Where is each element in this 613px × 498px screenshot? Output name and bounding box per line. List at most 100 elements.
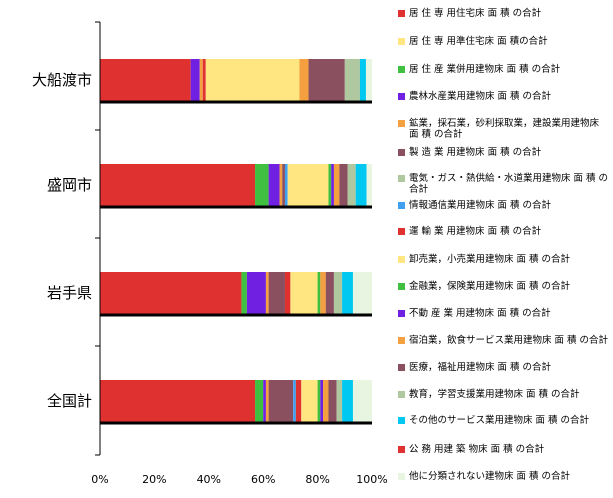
legend-swatch [398,120,405,127]
legend-swatch [398,337,405,344]
bar-segment [317,272,321,314]
bar-segment [317,380,321,422]
legend-label: 医療，福祉用建物床 面 積 の合計 [409,362,552,373]
bar-segment [352,380,372,422]
legend-swatch [398,202,405,209]
legend-item: 公 務 用建 築 物床 面 積 の合計 [398,444,610,455]
legend-item: 居 住 専 用住宅床 面 積 の合計 [398,8,610,19]
legend-swatch [398,283,405,290]
bar-segment [284,164,288,206]
legend-swatch [398,446,405,453]
legend-item: 運 輸 業 用建物床 面 積 の合計 [398,226,610,237]
legend-label: 運 輸 業 用建物床 面 積 の合計 [409,226,542,237]
category-label: 岩手県 [47,284,92,302]
legend-item: 卸売業，小売業用建物床 面 積 の合計 [398,254,610,265]
bar-segment [268,272,285,314]
legend-swatch [398,10,405,17]
bar-segment [293,380,296,422]
legend-item: 居 住 産 業併用建物床 面 積 の合計 [398,64,610,75]
bar-segment [366,164,372,206]
bar-segment [287,164,329,206]
bar-segment [268,380,294,422]
legend-item: 不動 産 業 用建物床 面 積 の合計 [398,308,610,319]
bar-segment [320,272,326,314]
bar-segment [365,59,372,101]
legend-label: 不動 産 業 用建物床 面 積 の合計 [409,308,551,319]
bar-segment [279,164,283,206]
bar-segment [255,164,269,206]
x-tick-label: 0% [91,473,108,486]
bar-segment [342,380,353,422]
legend-swatch [398,473,405,480]
legend-item: 鉱業，採石業，砂利採取業，建設業用建物床 面 積 の合計 [398,118,610,140]
x-tick-label: 20% [142,473,166,486]
bar-segment [320,380,324,422]
legend-label: 農林水産業用建物床 面 積 の合計 [409,91,552,102]
bar-segment [246,272,266,314]
legend-label: その他のサービス業用建物床 面 積 の合計 [409,415,590,426]
bar-segment [265,272,269,314]
legend-item: 電気・ガス・熱供給・水道業用建物床 面 積 の合計 [398,173,610,195]
legend-label: 情報通信業用建物床 面 積 の合計 [409,200,552,211]
bar-segment [323,380,329,422]
legend-item: 情報通信業用建物床 面 積 の合計 [398,200,610,211]
bar-segment [199,59,203,101]
legend-swatch [398,38,405,45]
bar-segment [205,59,300,101]
bar-segment [333,164,340,206]
bar-segment [284,272,291,314]
bar-segment [295,380,302,422]
legend-label: 宿泊業，飲食サービス業用建物床 面 積 の合計 [409,335,609,346]
legend-swatch [398,417,405,424]
bar-segment [308,59,345,101]
legend-label: 卸売業，小売業用建物床 面 積 の合計 [409,254,571,265]
bar-segment [328,380,337,422]
legend-swatch [398,256,405,263]
category-label: 盛岡市 [47,176,92,194]
bar-segment [359,59,366,101]
legend-item: 教育，学習支援業用建物床 面 積 の合計 [398,389,610,400]
bar-segment [299,59,309,101]
legend-label: 教育，学習支援業用建物床 面 積 の合計 [409,389,580,400]
legend-item: 金融業，保険業用建物床 面 積 の合計 [398,281,610,292]
bar-segment [265,380,269,422]
x-tick-label: 40% [197,473,221,486]
bar-segment [190,59,200,101]
bar-segment [333,272,343,314]
legend-label: 公 務 用建 築 物床 面 積 の合計 [409,444,545,455]
legend-swatch [398,310,405,317]
bar-segment [263,380,266,422]
legend-label: 電気・ガス・熱供給・水道業用建物床 面 積 の合計 [409,173,609,195]
bar-segment [100,272,242,314]
bar-segment [325,272,334,314]
legend-swatch [398,391,405,398]
category-label: 全国計 [47,392,92,410]
x-tick-label: 80% [305,473,329,486]
bar-segment [100,380,256,422]
legend-label: 製 造 業 用建物床 面 積 の合計 [409,147,542,158]
bar-segment [336,380,343,422]
bar-segment [339,164,348,206]
legend-swatch [398,175,405,182]
bar-segment [282,164,285,206]
x-tick-label: 60% [251,473,275,486]
bar-segment [328,164,332,206]
legend-item: 宿泊業，飲食サービス業用建物床 面 積 の合計 [398,335,610,346]
bar-segment [301,380,318,422]
legend-label: 居 住 専 用住宅床 面 積 の合計 [409,8,542,19]
x-tick-label: 100% [356,473,387,486]
bar-segment [355,164,367,206]
bar-segment [202,59,206,101]
bar-segment [241,272,247,314]
legend-item: 農林水産業用建物床 面 積 の合計 [398,91,610,102]
legend-swatch [398,228,405,235]
legend-swatch [398,93,405,100]
legend-item: 製 造 業 用建物床 面 積 の合計 [398,147,610,158]
legend-label: 居 住 専 用準住宅床 面 積の合計 [409,36,548,47]
bar-segment [352,272,372,314]
legend-label: 他に分類されない建物床 面 積 の合計 [409,471,571,482]
bar-segment [347,164,356,206]
bar-segment [268,164,280,206]
legend-swatch [398,364,405,371]
